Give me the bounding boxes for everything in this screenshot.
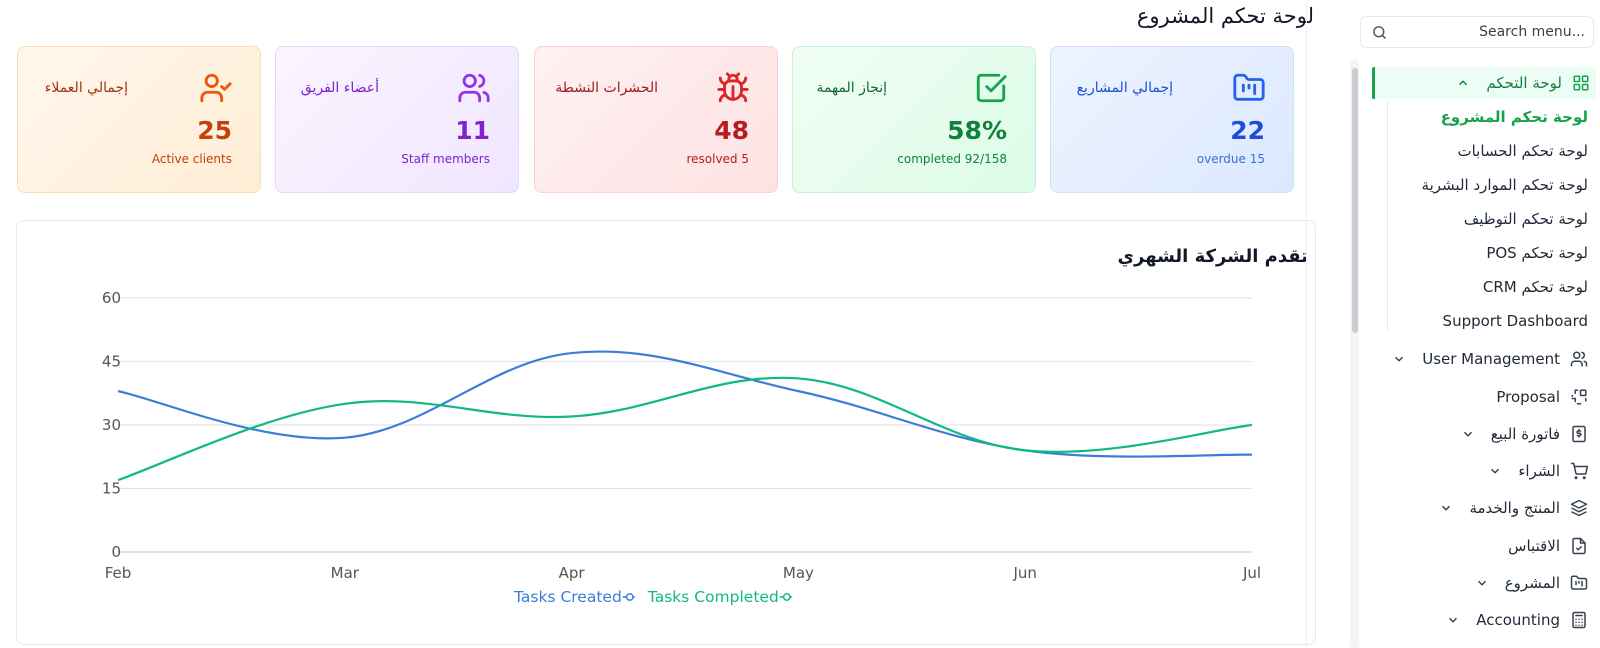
sidebar-item-label: Proposal [1496, 388, 1560, 406]
stat-card-bugs[interactable] [534, 46, 778, 193]
sidebar-item-label: المنتج والخدمة [1469, 499, 1560, 517]
sidebar-item-label: User Management [1422, 350, 1560, 368]
sidebar-item-label: الشراء [1518, 462, 1560, 480]
cart-icon [1570, 462, 1588, 480]
stat-card-team[interactable] [275, 46, 519, 193]
stat-card-tasks[interactable] [792, 46, 1036, 193]
sidebar-subitem-hr-dashboard[interactable]: لوحة تحكم الموارد البشرية [1421, 176, 1588, 194]
sidebar-item-user-management[interactable]: User Management [1392, 344, 1594, 374]
sidebar-item-label: الاقتباس [1508, 537, 1560, 555]
chart-title: تقدم الشركة الشهري [1117, 246, 1309, 267]
user-check-icon [200, 73, 232, 103]
chevron-down-icon [1477, 580, 1486, 586]
sidebar-subitem-project-dashboard[interactable]: لوحة تحكم المشروع [1440, 108, 1588, 126]
card-label: إجمالي العملاء [44, 80, 128, 96]
card-value: 25 [197, 116, 232, 145]
card-subtitle: completed 92/158 [897, 152, 1007, 166]
sidebar-scrollbar-track[interactable] [1350, 60, 1359, 648]
calculator-icon [1572, 611, 1586, 629]
sidebar-item-label: المشروع [1504, 574, 1560, 592]
card-value: 58% [947, 116, 1007, 145]
chevron-down-icon [1395, 356, 1404, 362]
card-value: 11 [455, 116, 490, 145]
chart-card [16, 220, 1316, 645]
sidebar-item-products-services[interactable]: المنتج والخدمة [1439, 493, 1594, 523]
search-input[interactable] [1395, 21, 1585, 43]
users-icon [458, 73, 490, 103]
sidebar-scrollbar-thumb[interactable] [1352, 68, 1358, 333]
sidebar-subitem-recruitment-dashboard[interactable]: لوحة تحكم التوظيف [1463, 210, 1588, 228]
submenu-guide-line [1387, 100, 1388, 330]
card-label: إجمالي المشاريع [1076, 80, 1173, 96]
sidebar-item-purchase[interactable]: الشراء [1488, 456, 1594, 486]
sidebar-item-dashboard[interactable]: لوحة التحكم [1372, 67, 1596, 99]
sidebar-item-sales-invoice[interactable]: فاتورة البيع [1461, 419, 1594, 449]
sidebar-subitem-crm-dashboard[interactable]: لوحة تحكم CRM [1482, 278, 1588, 296]
sidebar-item-accounting[interactable]: Accounting [1446, 605, 1594, 635]
sidebar-subitem-support-dashboard[interactable]: Support Dashboard [1442, 312, 1588, 330]
chevron-down-icon [1463, 431, 1472, 437]
card-label: الحشرات النشطة [555, 80, 658, 96]
sidebar-item-label: فاتورة البيع [1490, 425, 1560, 443]
card-subtitle: Active clients [151, 152, 232, 166]
sidebar-item-label: لوحة التحكم [1486, 74, 1562, 92]
page-title: لوحة تحكم المشروع [1136, 4, 1314, 28]
invoice-icon [1572, 425, 1586, 443]
users-icon [1570, 351, 1588, 367]
sidebar-item-project[interactable]: المشروع [1475, 568, 1594, 598]
sidebar-item-label: Accounting [1476, 611, 1560, 629]
sidebar-item-quotation[interactable]: الاقتباس [1508, 531, 1594, 561]
sidebar-subitem-accounts-dashboard[interactable]: لوحة تحكم الحسابات [1457, 142, 1588, 160]
folder-kanban-icon [1570, 575, 1588, 590]
chevron-up-icon [1459, 80, 1468, 86]
bug-icon [717, 72, 749, 103]
chevron-down-icon [1442, 505, 1451, 511]
check-square-icon [976, 73, 1007, 103]
proposal-icon [1571, 389, 1587, 405]
search-icon [1373, 26, 1386, 39]
stat-card-projects[interactable] [1050, 46, 1294, 193]
stat-card-clients[interactable] [17, 46, 261, 193]
card-label: إنجاز المهمة [816, 80, 887, 96]
layers-icon [1570, 499, 1588, 517]
file-check-icon [1572, 537, 1586, 555]
sidebar-subitem-pos-dashboard[interactable]: لوحة تحكم POS [1486, 244, 1588, 262]
card-subtitle: Staff members [401, 152, 490, 166]
chevron-down-icon [1449, 617, 1458, 623]
card-subtitle: overdue 15 [1196, 152, 1265, 166]
search-box[interactable] [1360, 16, 1594, 48]
card-subtitle: resolved 5 [686, 152, 749, 166]
card-label: أعضاء الفريق [300, 80, 379, 96]
card-value: 22 [1230, 116, 1265, 145]
folder-kanban-icon [1233, 73, 1265, 101]
card-value: 48 [714, 116, 749, 145]
sidebar-item-proposal[interactable]: Proposal [1496, 382, 1594, 412]
chevron-down-icon [1491, 468, 1500, 474]
grid-icon [1573, 75, 1589, 91]
sidebar-divider [1306, 0, 1307, 648]
